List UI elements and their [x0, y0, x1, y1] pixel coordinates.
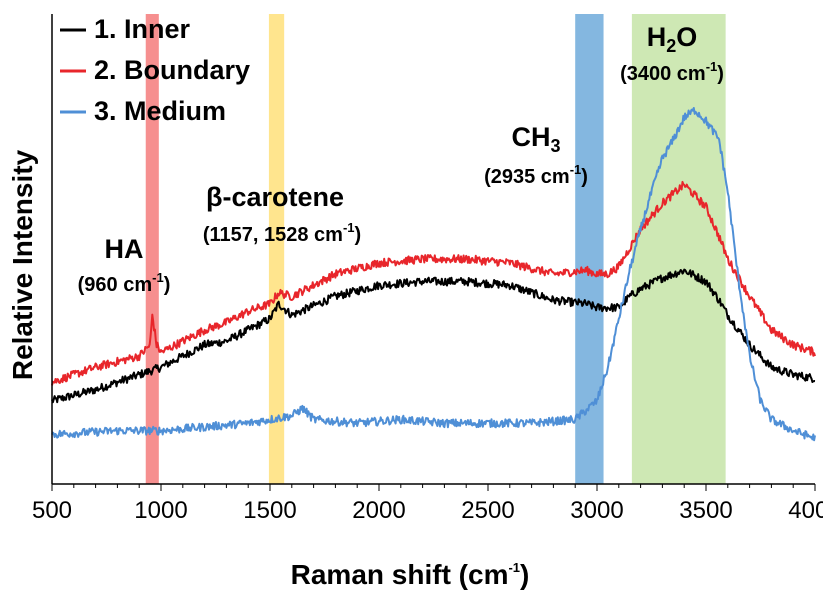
axes — [51, 14, 815, 485]
legend-label-1: 1. Inner — [94, 14, 191, 44]
x-tick-label: 3500 — [679, 497, 732, 524]
series-line-1 — [51, 268, 816, 404]
x-tick-label: 3000 — [570, 497, 623, 524]
band-label-0: HA — [105, 234, 144, 264]
y-axis-title: Relative Intensity — [7, 149, 38, 380]
band-annotations: HA (960 cm-1) β-carotene (1157, 1528 cm-1) C… — [78, 22, 724, 296]
x-axis-title: Raman shift (cm-1) — [291, 559, 530, 590]
x-tick-label: 2000 — [352, 497, 405, 524]
legend-label-2: 2. Boundary — [94, 55, 250, 85]
x-axis-ticks: 500 1000 1500 2000 2500 3000 3500 4000 — [32, 484, 823, 524]
band-label-2: CH3 — [511, 122, 560, 156]
legend-label-3: 3. Medium — [94, 96, 226, 126]
legend: 1. Inner 2. Boundary 3. Medium — [60, 14, 250, 126]
x-tick-label: 500 — [32, 497, 72, 524]
band-sublabel-0: (960 cm-1) — [78, 270, 171, 296]
band-sublabel-1: (1157, 1528 cm-1) — [203, 220, 361, 246]
band-1 — [268, 14, 285, 484]
series-line-2 — [51, 180, 816, 386]
series-line-3 — [51, 107, 816, 442]
band-sublabel-2: (2935 cm-1) — [484, 162, 588, 188]
band-label-1: β-carotene — [206, 182, 344, 212]
x-tick-label: 2500 — [461, 497, 514, 524]
spectrum-lines — [51, 107, 816, 442]
band-sublabel-3: (3400 cm-1) — [620, 59, 724, 85]
band-label-3: H2O — [647, 22, 698, 56]
x-tick-label: 4000 — [788, 497, 823, 524]
x-tick-label: 1500 — [243, 497, 296, 524]
x-tick-label: 1000 — [134, 497, 187, 524]
band-3 — [631, 14, 726, 484]
